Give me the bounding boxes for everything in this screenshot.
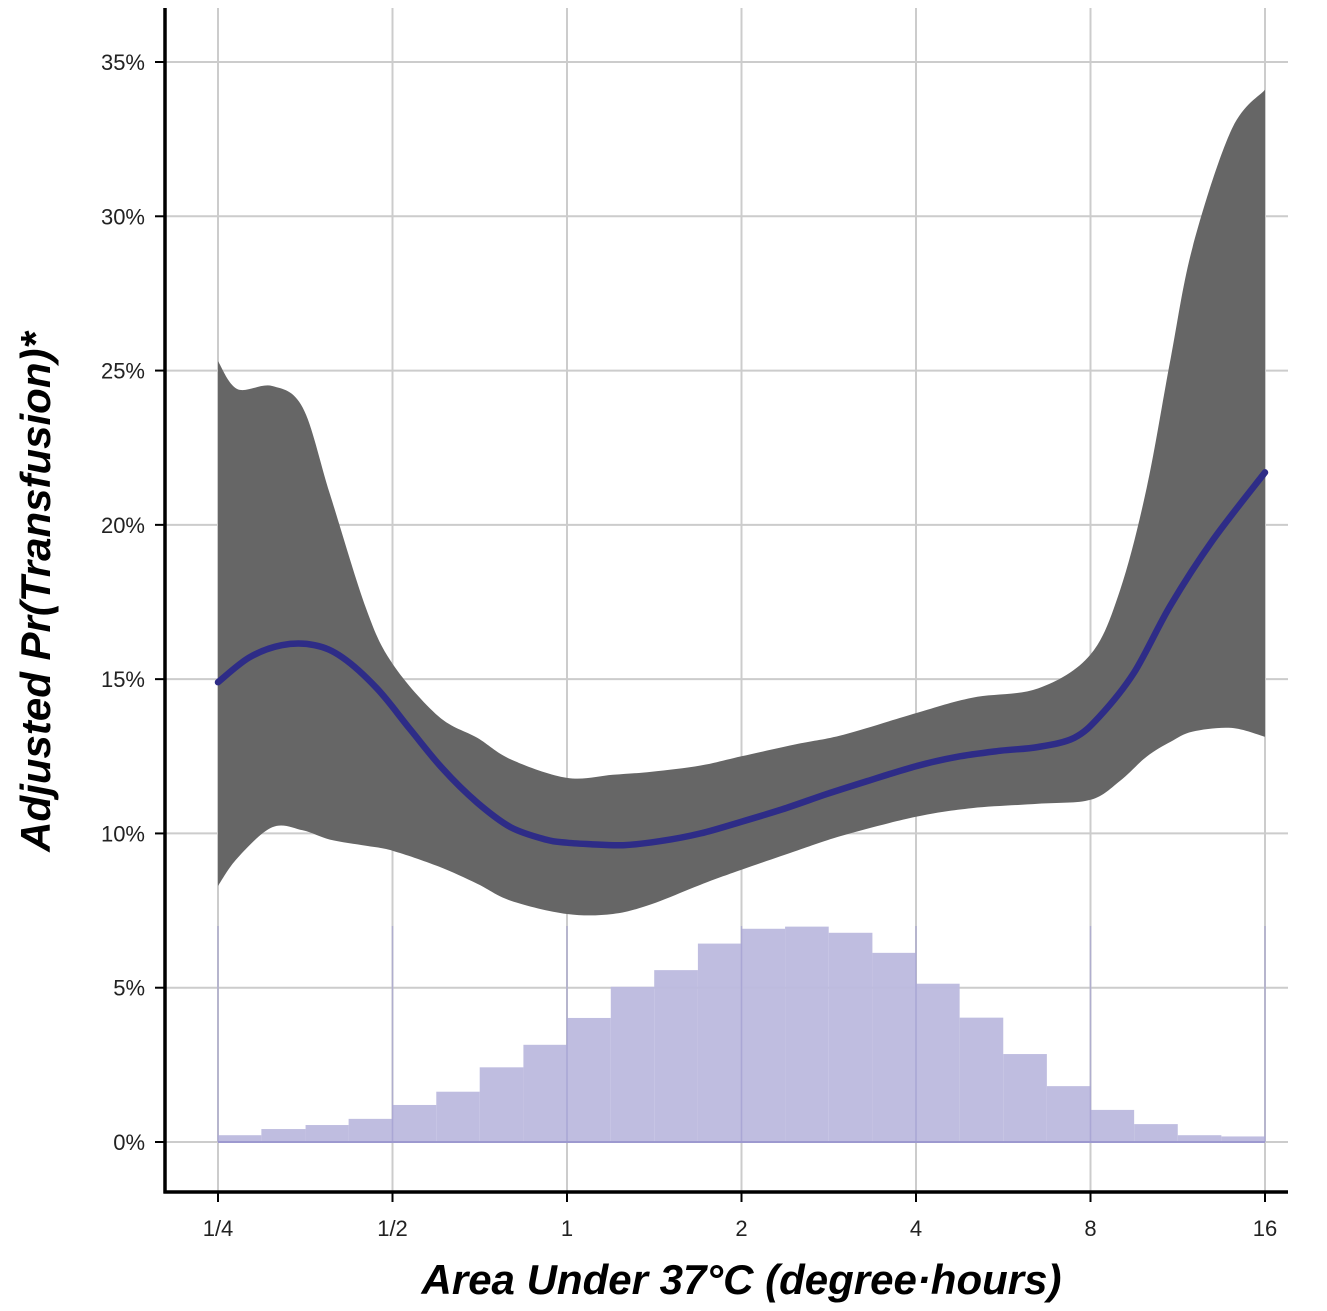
histogram-bar: [872, 952, 916, 1142]
histogram-bar: [523, 1044, 567, 1142]
y-tick-labels: 0% 5% 10% 15% 20% 25% 30% 35%: [101, 50, 145, 1155]
histogram-bar: [654, 970, 698, 1142]
histogram-bar: [261, 1129, 306, 1142]
x-tick-labels: 1/4 1/2 1 2 4 8 16: [203, 1216, 1278, 1241]
histogram-bar: [305, 1125, 349, 1142]
y-tick-label: 35%: [101, 50, 145, 75]
histogram-bar: [348, 1118, 393, 1142]
fitted-line-layer: [214, 469, 1269, 849]
confidence-band: [218, 89, 1265, 916]
histogram-bar: [785, 926, 829, 1142]
x-tick-label: 1/2: [377, 1216, 408, 1241]
histogram-bar: [1177, 1135, 1222, 1142]
histogram-bar: [436, 1091, 480, 1142]
y-tick-label: 25%: [101, 359, 145, 384]
x-tick-label: 4: [910, 1216, 922, 1241]
histogram-bar: [741, 928, 786, 1142]
x-tick-label: 2: [735, 1216, 747, 1241]
y-tick-label: 30%: [101, 204, 145, 229]
x-tick-label: 1/4: [203, 1216, 234, 1241]
confidence-band-layer: [218, 89, 1265, 916]
axes: [155, 8, 1288, 1202]
y-tick-label: 5%: [113, 976, 145, 1001]
fitted-line: [214, 469, 1269, 849]
y-tick-label: 10%: [101, 821, 145, 846]
y-tick-label: 15%: [101, 667, 145, 692]
y-axis-title: Adjusted Pr(Transfusion)*: [12, 331, 59, 853]
histogram-bar: [916, 983, 960, 1142]
histogram-bar: [218, 1135, 262, 1142]
x-tick-label: 16: [1253, 1216, 1277, 1241]
histogram-bar: [828, 932, 873, 1142]
histogram-bar: [1134, 1124, 1178, 1142]
histogram-bar: [392, 1104, 437, 1142]
histogram-layer: [217, 926, 1266, 1143]
y-tick-label: 20%: [101, 513, 145, 538]
histogram-bar: [1003, 1054, 1047, 1142]
histogram-bar: [1090, 1109, 1135, 1142]
histogram-bar: [567, 1017, 611, 1142]
histogram-bar: [1221, 1136, 1265, 1142]
histogram-bar: [479, 1067, 524, 1142]
histogram-bar: [610, 986, 655, 1142]
x-tick-label: 1: [561, 1216, 573, 1241]
x-axis-title: Area Under 37°C (degree·hours): [421, 1256, 1062, 1303]
y-tick-label: 0%: [113, 1130, 145, 1155]
histogram-bar: [959, 1017, 1004, 1142]
x-tick-label: 8: [1084, 1216, 1096, 1241]
histogram-bar: [697, 943, 742, 1142]
histogram-bar: [1046, 1086, 1091, 1142]
